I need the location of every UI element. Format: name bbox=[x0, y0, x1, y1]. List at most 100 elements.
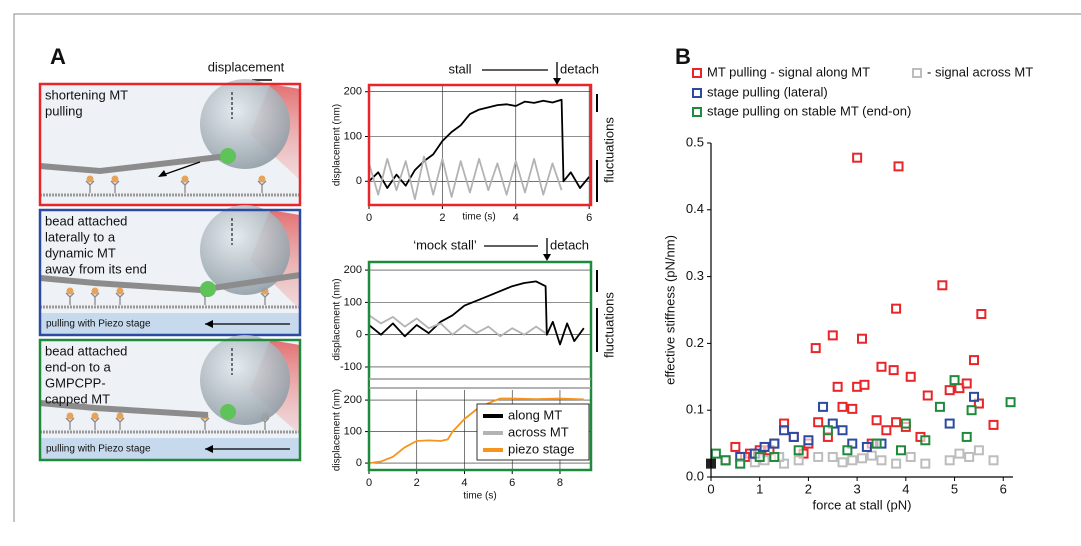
y-axis-label: displacement (nm) bbox=[332, 104, 343, 186]
legend-label: - signal across MT bbox=[927, 64, 1033, 79]
schematic-frame bbox=[38, 338, 302, 462]
y-tick-label: 200 bbox=[344, 264, 362, 276]
anchor-head bbox=[66, 287, 74, 295]
annotation: stall bbox=[448, 61, 471, 76]
trace bbox=[368, 155, 563, 201]
x-tick-label: 3 bbox=[854, 481, 861, 496]
y-tick-label: 200 bbox=[344, 86, 362, 98]
x-tick-label: 0 bbox=[707, 481, 714, 496]
point bbox=[837, 457, 848, 468]
panel-label: B bbox=[675, 44, 691, 69]
frame-bottom bbox=[367, 260, 593, 472]
pull-arrow bbox=[159, 161, 201, 177]
annotation: detach bbox=[560, 61, 599, 76]
y-tick-label: 100 bbox=[344, 130, 362, 142]
x-tick-label: 8 bbox=[557, 477, 563, 489]
y-tick-label: 0 bbox=[356, 457, 362, 469]
point bbox=[847, 403, 858, 414]
legend-label: stage pulling on stable MT (end-on) bbox=[707, 103, 911, 118]
x-tick-label: 2 bbox=[439, 212, 445, 224]
point bbox=[866, 450, 877, 461]
schematic-text: bead attached bbox=[45, 213, 127, 228]
anchor-head bbox=[116, 287, 124, 295]
figure-border bbox=[13, 13, 1081, 522]
legend-marker bbox=[692, 88, 702, 98]
point bbox=[779, 425, 790, 436]
schematic-frame bbox=[38, 82, 302, 207]
anchor-head bbox=[181, 175, 189, 183]
axes bbox=[710, 143, 1013, 478]
point bbox=[837, 401, 848, 412]
point bbox=[852, 152, 863, 163]
trace bbox=[368, 397, 584, 464]
point bbox=[803, 435, 814, 446]
anchor-head bbox=[91, 412, 99, 420]
anchor bbox=[90, 417, 100, 430]
point bbox=[871, 438, 882, 449]
trace bbox=[368, 98, 590, 189]
point bbox=[837, 425, 848, 436]
point bbox=[905, 451, 916, 462]
point bbox=[920, 458, 931, 469]
point bbox=[842, 445, 853, 456]
point bbox=[827, 330, 838, 341]
anchor bbox=[115, 417, 125, 430]
stage-label: pulling with Piezo stage bbox=[46, 444, 151, 455]
stage bbox=[40, 438, 300, 460]
schematic-text: pulling bbox=[45, 103, 83, 118]
x-tick-label: 4 bbox=[461, 477, 467, 489]
point bbox=[961, 378, 972, 389]
point bbox=[813, 417, 824, 428]
anchor bbox=[115, 292, 125, 305]
point bbox=[944, 385, 955, 396]
x-tick-label: 6 bbox=[1000, 481, 1007, 496]
x-tick-label: 5 bbox=[951, 481, 958, 496]
point bbox=[937, 280, 948, 291]
microtubule bbox=[39, 272, 301, 294]
x-tick-label: 1 bbox=[756, 481, 763, 496]
x-axis-label: time (s) bbox=[462, 212, 495, 223]
anchor-head bbox=[116, 412, 124, 420]
point bbox=[793, 445, 804, 456]
attachment bbox=[220, 148, 236, 164]
anchor bbox=[260, 292, 270, 305]
attachment bbox=[200, 281, 216, 297]
point bbox=[973, 445, 984, 456]
point bbox=[822, 425, 833, 436]
legend-marker bbox=[692, 107, 702, 117]
schematic-text: laterally to a bbox=[45, 229, 116, 244]
point bbox=[857, 453, 867, 464]
point bbox=[988, 455, 999, 466]
point bbox=[720, 455, 731, 466]
point bbox=[876, 361, 887, 372]
point bbox=[969, 355, 980, 366]
point bbox=[934, 401, 945, 412]
y-tick-label: 0.5 bbox=[686, 134, 704, 149]
point bbox=[954, 448, 965, 459]
point bbox=[920, 435, 931, 446]
trace bbox=[368, 280, 585, 346]
point bbox=[966, 405, 977, 416]
y-axis-label: displacement (nm) bbox=[332, 278, 343, 360]
point bbox=[818, 401, 829, 412]
y-axis-label: effective stiffness (pN/nm) bbox=[662, 235, 677, 385]
schematic-text: shortening MT bbox=[45, 87, 128, 102]
point bbox=[1005, 397, 1016, 408]
legend-label: along MT bbox=[508, 407, 562, 422]
y-tick-label: 0.2 bbox=[686, 335, 704, 350]
y-axis-label: displacement (nm) bbox=[332, 389, 343, 471]
x-tick-label: 6 bbox=[509, 477, 515, 489]
point bbox=[944, 455, 955, 466]
y-tick-label: 0.3 bbox=[686, 268, 704, 283]
x-axis-label: force at stall (pN) bbox=[813, 497, 912, 512]
legend-label: MT pulling - signal along MT bbox=[707, 64, 870, 79]
schematic-frame bbox=[38, 208, 302, 337]
point bbox=[810, 343, 821, 354]
point bbox=[769, 438, 780, 449]
bead bbox=[200, 79, 290, 169]
schematic-text: bead attached bbox=[45, 343, 127, 358]
anchor-head bbox=[86, 175, 94, 183]
trace bbox=[368, 314, 547, 338]
anchor bbox=[110, 180, 120, 193]
schematic-text: away from its end bbox=[45, 261, 147, 276]
